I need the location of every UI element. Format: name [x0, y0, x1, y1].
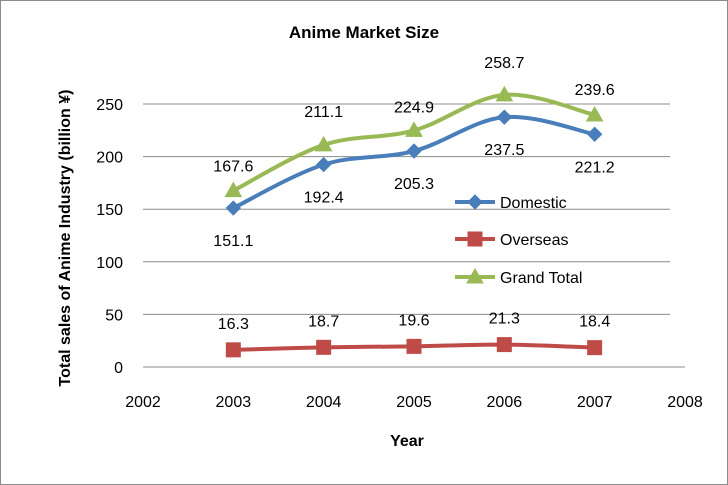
y-tick-label: 0 [114, 360, 123, 377]
legend-marker [467, 231, 483, 247]
data-label: 224.9 [394, 99, 434, 116]
y-axis-title: Total sales of Anime Industry (billion ¥… [57, 90, 74, 387]
legend-label: Overseas [500, 232, 568, 249]
series-overseas [225, 337, 603, 358]
data-point-marker [315, 156, 332, 173]
data-point-marker [314, 135, 333, 152]
chart-title: Anime Market Size [289, 23, 439, 42]
data-point-marker [405, 121, 423, 137]
x-tick-label: 2002 [125, 394, 161, 411]
legend-label: Grand Total [500, 270, 582, 287]
x-tick-label: 2004 [306, 394, 342, 411]
data-point-marker [587, 340, 603, 356]
x-tick-label: 2005 [396, 394, 432, 411]
data-point-marker [406, 143, 422, 159]
y-tick-label: 250 [96, 97, 123, 114]
legend-label: Domestic [500, 195, 567, 212]
data-point-marker [496, 109, 513, 125]
data-label: 21.3 [489, 311, 520, 328]
x-tick-label: 2003 [216, 394, 252, 411]
legend-item-grand-total: Grand Total [455, 267, 582, 287]
legend-marker [466, 267, 484, 284]
data-label: 258.7 [484, 55, 524, 72]
x-tick-label: 2006 [487, 394, 523, 411]
gridlines [143, 103, 685, 368]
y-tick-label: 150 [96, 202, 123, 219]
data-point-marker [225, 200, 242, 216]
legend-item-overseas: Overseas [455, 231, 568, 249]
data-label: 151.1 [213, 233, 253, 250]
legend-item-domestic: Domestic [455, 194, 567, 212]
data-point-marker [586, 126, 603, 143]
data-label: 16.3 [218, 316, 249, 333]
data-point-marker [316, 339, 332, 355]
data-point-marker [224, 181, 243, 198]
data-label: 221.2 [575, 159, 615, 176]
data-label: 239.6 [575, 82, 615, 99]
y-tick-label: 100 [96, 255, 123, 272]
data-point-marker [406, 338, 422, 354]
data-point-marker [225, 342, 241, 358]
data-label: 167.6 [213, 159, 253, 176]
x-tick-label: 2007 [577, 394, 613, 411]
data-label: 18.4 [579, 314, 610, 331]
data-point-marker [496, 337, 512, 353]
tick-labels: 0 50 100 150 200 250 2002 2003 2004 2005 2006 2007 2… [96, 97, 703, 411]
data-label: 205.3 [394, 176, 434, 193]
x-axis-title: Year [390, 433, 424, 450]
y-tick-label: 200 [96, 150, 123, 167]
data-label: 237.5 [484, 142, 524, 159]
legend-marker [467, 194, 483, 210]
series-domestic [225, 109, 603, 216]
data-point-marker [585, 105, 604, 122]
legend: Domestic Overseas Grand Total [455, 194, 582, 287]
data-point-marker [495, 85, 514, 102]
data-label: 211.1 [304, 104, 343, 121]
data-label: 18.7 [308, 313, 339, 330]
x-tick-label: 2008 [667, 394, 703, 411]
data-label: 192.4 [304, 190, 344, 207]
series-grand-total [224, 85, 604, 198]
y-tick-label: 50 [105, 307, 123, 324]
series-lines [224, 85, 604, 358]
data-label: 19.6 [398, 312, 429, 329]
data-labels: 151.1 192.4 205.3 237.5 221.2 16.3 18.7 19.6 21.… [213, 55, 614, 333]
